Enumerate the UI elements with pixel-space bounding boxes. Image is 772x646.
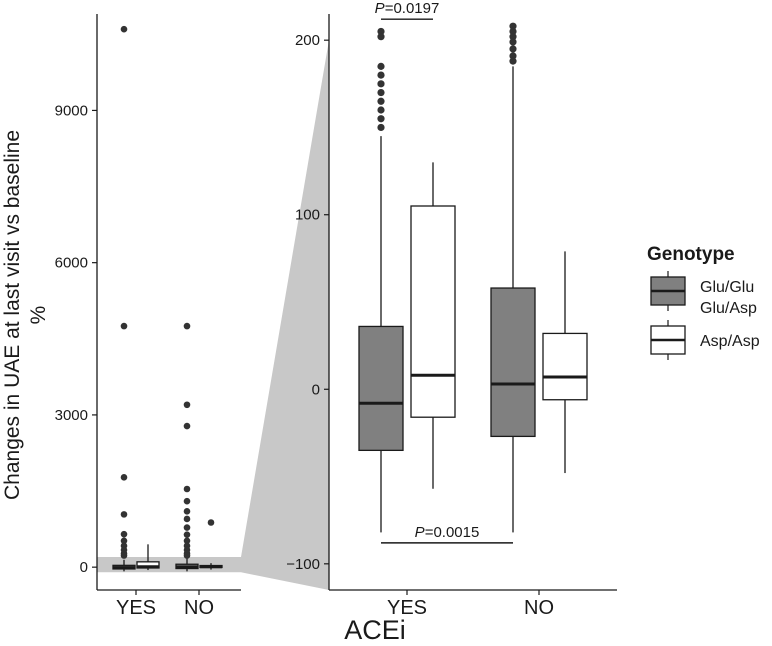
outlier-point (183, 531, 191, 538)
box-iqr (490, 287, 536, 438)
left-box-yes-asp (136, 544, 160, 571)
right-x-tick-label: NO (524, 597, 554, 619)
left-box-no-asp (199, 519, 223, 570)
legend: Genotype Glu/Glu Glu/Asp Asp/Asp (647, 244, 760, 360)
outlier-point (183, 515, 191, 523)
outlier-point (183, 508, 191, 515)
y-axis-label: Changes in UAE at last visit vs baseline… (1, 130, 50, 500)
left-y-tick-label: 3000 (55, 407, 88, 424)
outlier-point (183, 524, 191, 531)
right-y-tick-label: 0 (312, 381, 320, 398)
outlier-point (183, 401, 191, 409)
right-y-tick-label: 200 (295, 32, 320, 49)
right-box-no-glu (490, 22, 536, 533)
outlier-point (120, 25, 128, 33)
outlier-point (183, 485, 191, 493)
legend-items: Glu/Glu Glu/Asp Asp/Asp (650, 271, 760, 360)
legend-label-line2: Glu/Asp (700, 300, 757, 317)
x-axis-label: ACEi (344, 615, 406, 645)
legend-label: Glu/Glu (700, 279, 754, 296)
left-box-yes-glu (112, 25, 136, 572)
outlier-point (377, 106, 385, 114)
zoom-connector (97, 40, 329, 590)
outlier-point (377, 97, 385, 105)
right-y-tick-label: 100 (295, 207, 320, 224)
p-value-number-1: =0.0197 (385, 0, 440, 17)
y-axis-label-line1: Changes in UAE at last visit vs baseline (1, 130, 24, 500)
p-value-italic-2: P (415, 524, 425, 541)
legend-item-1: Glu/Glu Glu/Asp (650, 271, 757, 317)
outlier-point (207, 519, 215, 526)
right-x-tick-label: YES (387, 597, 427, 619)
p-value-label-2: P=0.0015 (415, 524, 480, 541)
outlier-point (377, 123, 385, 132)
p-value-label-1: P=0.0197 (375, 0, 440, 17)
outlier-point (183, 422, 191, 430)
outlier-point (120, 322, 128, 330)
outlier-point (377, 33, 385, 41)
zoom-trapezoid (241, 40, 329, 590)
legend-title: Genotype (647, 244, 735, 265)
outlier-point (509, 22, 517, 30)
outlier-point (509, 57, 517, 65)
outlier-point (120, 552, 128, 559)
outlier-point (377, 115, 385, 123)
left-y-tick-label: 6000 (55, 255, 88, 272)
box-iqr (542, 332, 588, 401)
left-x-tick-label: YES (116, 597, 156, 619)
outlier-point (509, 27, 517, 36)
box-iqr (410, 205, 456, 418)
outlier-point (377, 71, 385, 79)
highlight-band (97, 557, 241, 573)
outlier-point (120, 537, 128, 545)
outlier-point (377, 88, 385, 97)
panel-full-range: 0 3000 6000 9000 YES NO (55, 14, 241, 619)
left-y-tick-label: 0 (80, 559, 88, 576)
outlier-point (509, 52, 517, 60)
outlier-point (183, 322, 191, 330)
y-axis-label-line2: % (27, 306, 50, 325)
outlier-point (120, 474, 128, 481)
outlier-point (509, 45, 517, 53)
outlier-point (120, 530, 128, 538)
outlier-point (509, 33, 517, 41)
left-x-tick-label: NO (184, 597, 214, 619)
outlier-point (377, 27, 385, 36)
left-box-no-glu (175, 322, 199, 572)
outlier-point (377, 80, 385, 88)
p-value-number-2: =0.0015 (425, 524, 480, 541)
legend-item-2: Asp/Asp (650, 320, 760, 360)
right-y-tick-label: −100 (286, 556, 320, 573)
outlier-point (120, 511, 128, 518)
outlier-point (377, 62, 385, 70)
outlier-point (183, 537, 191, 545)
outlier-point (183, 552, 191, 559)
legend-label: Asp/Asp (700, 333, 760, 350)
outlier-point (509, 38, 517, 46)
box-iqr (358, 325, 404, 452)
right-box-no-asp (542, 251, 588, 474)
p-value-italic-1: P (375, 0, 385, 17)
left-y-tick-label: 9000 (55, 102, 88, 119)
outlier-point (183, 497, 191, 505)
right-box-yes-asp (410, 162, 456, 489)
right-box-yes-glu (358, 27, 404, 533)
